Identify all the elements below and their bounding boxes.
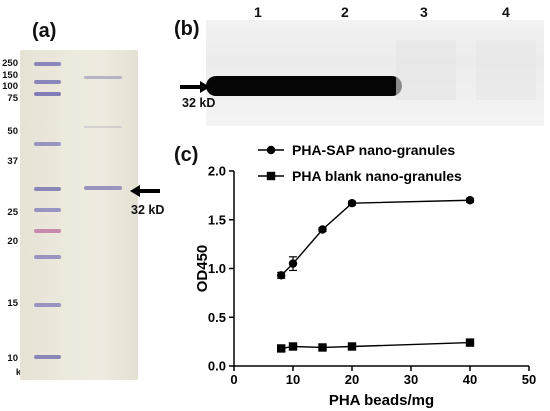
panel-label-c: (c) <box>174 144 199 166</box>
x-tick-label: 50 <box>522 372 536 387</box>
y-tick-label: 1.5 <box>208 212 226 227</box>
legend-label: PHA blank nano-granules <box>292 168 462 184</box>
data-point-circle <box>347 198 357 208</box>
panel-label-b: (b) <box>174 18 200 40</box>
x-tick-label: 0 <box>230 372 237 387</box>
y-tick-label: 0.0 <box>208 359 226 374</box>
x-tick-label: 30 <box>404 372 418 387</box>
data-point-circle <box>277 271 286 280</box>
gel-band-high <box>84 76 122 79</box>
ladder-band <box>34 355 61 359</box>
legend-marker-circle <box>266 145 276 155</box>
ladder-band <box>34 62 61 66</box>
x-tick-label: 10 <box>286 372 300 387</box>
x-tick-label: 40 <box>463 372 477 387</box>
ladder-band <box>34 187 61 191</box>
lane-number-1: 1 <box>254 4 262 20</box>
gel-band-32kd <box>84 186 122 190</box>
ladder-label: 10 <box>7 353 18 364</box>
western-blot <box>206 20 544 126</box>
series-line-1 <box>281 341 471 350</box>
legend-marker-square <box>266 171 276 181</box>
series-line-0 <box>280 199 471 276</box>
ladder-label: 250 <box>2 58 18 69</box>
data-point-circle <box>318 225 327 234</box>
y-axis-label: OD450 <box>194 245 211 293</box>
arrow-label-b: 32 kD <box>182 96 216 110</box>
ladder-label: 15 <box>7 298 18 309</box>
ladder-band <box>34 80 61 84</box>
y-tick-label: 2.0 <box>208 164 226 179</box>
x-axis-label: PHA beads/mg <box>329 392 434 409</box>
data-point-square <box>288 342 298 351</box>
ladder-label: 20 <box>7 236 18 247</box>
arrow-icon-b <box>180 80 210 93</box>
ladder-label: 150 <box>2 70 18 81</box>
lane-number-3: 3 <box>420 4 428 20</box>
data-point-circle <box>288 259 298 268</box>
sds-page-gel <box>20 50 138 380</box>
blot-smear-4 <box>476 40 536 100</box>
gel-band-faint <box>84 126 122 128</box>
x-tick-label: 20 <box>345 372 359 387</box>
y-tick-label: 0.5 <box>208 310 226 325</box>
ladder-label: 100 <box>2 81 18 92</box>
ladder-label: 75 <box>7 93 18 104</box>
data-point-circle <box>465 196 475 205</box>
arrow-label-a: 32 kD <box>131 203 165 217</box>
ladder-band <box>34 303 61 307</box>
legend-label: PHA-SAP nano-granules <box>292 142 455 158</box>
data-point-square <box>465 338 475 347</box>
lane-number-2: 2 <box>341 4 349 20</box>
ladder-label: 37 <box>7 156 18 167</box>
ladder-label: 50 <box>7 126 18 137</box>
y-tick-label: 1.0 <box>208 261 226 276</box>
data-point-square <box>318 343 327 352</box>
ladder-band <box>34 229 61 233</box>
panel-label-a: (a) <box>32 20 57 42</box>
blot-smear-3 <box>396 40 456 100</box>
data-point-square <box>347 342 357 351</box>
ladder-band <box>34 92 61 96</box>
ladder-band <box>34 142 61 146</box>
ladder-label: 25 <box>7 207 18 218</box>
ladder-band <box>34 208 61 212</box>
ladder-band <box>34 255 61 259</box>
arrow-icon-a <box>130 184 160 197</box>
blot-band-lanes-1-2 <box>206 76 402 96</box>
data-point-square <box>277 344 286 353</box>
lane-number-4: 4 <box>502 4 510 20</box>
